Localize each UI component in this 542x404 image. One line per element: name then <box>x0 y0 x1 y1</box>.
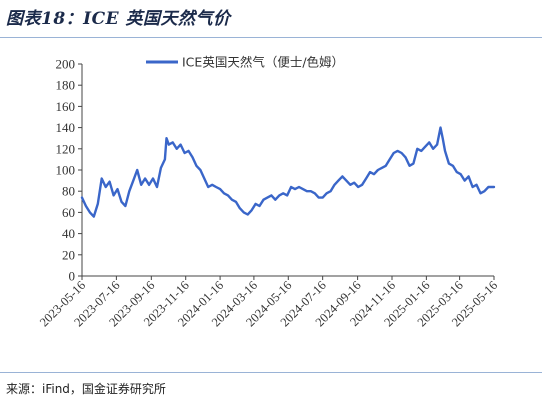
x-axis: 2023-05-162023-07-162023-09-162023-11-16… <box>37 275 500 329</box>
line-chart: 0 20 40 60 80 100 120 140 160 180 200 2023-05-1620… <box>37 55 500 330</box>
y-tick-label: 100 <box>56 163 76 178</box>
y-tick-label: 80 <box>62 184 75 199</box>
series-group <box>80 126 496 218</box>
y-axis: 0 20 40 60 80 100 120 140 160 180 200 <box>56 57 83 284</box>
y-tick-label: 0 <box>69 269 76 284</box>
y-tick-label: 200 <box>56 57 76 72</box>
y-tick-label: 160 <box>56 99 76 114</box>
legend: ICE英国天然气（便士/色姆） <box>146 55 344 70</box>
series-line <box>80 126 496 218</box>
footer-divider <box>0 372 542 373</box>
y-tick-label: 140 <box>56 120 76 135</box>
y-tick-label: 180 <box>56 78 76 93</box>
y-tick-label: 40 <box>62 226 75 241</box>
source-note: 来源：iFind，国金证券研究所 <box>6 382 166 396</box>
title-divider <box>0 37 542 38</box>
y-tick-label: 60 <box>62 205 75 220</box>
chart-title: 图表18：ICE 英国天然气价 <box>6 9 231 29</box>
y-tick-label: 20 <box>62 247 75 262</box>
legend-label: ICE英国天然气（便士/色姆） <box>182 55 344 70</box>
y-tick-label: 120 <box>56 141 76 156</box>
